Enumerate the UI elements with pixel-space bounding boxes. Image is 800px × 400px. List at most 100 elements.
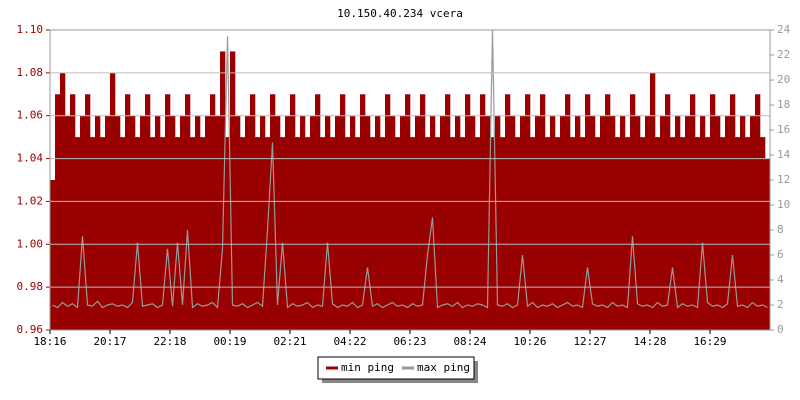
y2-tick-label: 24	[777, 23, 791, 36]
bar	[390, 115, 396, 330]
x-tick-label: 22:18	[153, 335, 186, 348]
bar	[615, 137, 621, 330]
bar	[715, 115, 721, 330]
bar	[585, 94, 591, 331]
bar	[465, 94, 471, 331]
bar	[85, 94, 91, 331]
y-tick-label: 1.06	[17, 109, 44, 122]
bar	[540, 94, 546, 331]
bar	[380, 137, 386, 330]
y2-tick-label: 10	[777, 198, 790, 211]
bar	[450, 137, 456, 330]
bar	[395, 137, 401, 330]
bar	[755, 94, 761, 331]
x-tick-label: 10:26	[513, 335, 546, 348]
legend-label: min ping	[341, 361, 394, 374]
bar	[300, 115, 306, 330]
bar	[530, 137, 536, 330]
bar	[680, 137, 686, 330]
bar	[185, 94, 191, 331]
y-tick-label: 1.02	[17, 194, 44, 207]
bar	[270, 94, 276, 331]
bar	[130, 115, 136, 330]
bar	[480, 94, 486, 331]
bar	[670, 137, 676, 330]
bar	[555, 137, 561, 330]
bar	[260, 115, 266, 330]
bar	[660, 115, 666, 330]
y2-tick-label: 0	[777, 323, 784, 336]
bar	[550, 115, 556, 330]
bar	[445, 94, 451, 331]
x-tick-label: 00:19	[213, 335, 246, 348]
y2-tick-label: 2	[777, 298, 784, 311]
bar	[180, 115, 186, 330]
line	[52, 29, 768, 309]
bar	[630, 94, 636, 331]
bar	[510, 115, 516, 330]
bar	[315, 94, 321, 331]
bar	[90, 137, 96, 330]
bar	[310, 115, 316, 330]
bar	[515, 137, 521, 330]
bar	[700, 115, 706, 330]
bar	[730, 94, 736, 331]
bar	[345, 137, 351, 330]
bar	[495, 115, 501, 330]
bar	[415, 115, 421, 330]
bar	[695, 137, 701, 330]
bar	[95, 115, 101, 330]
y2-tick-label: 16	[777, 123, 790, 136]
bar	[220, 51, 226, 331]
y-tick-label: 0.98	[17, 280, 44, 293]
bar	[435, 137, 441, 330]
bar	[360, 94, 366, 331]
bar	[560, 115, 566, 330]
y2-tick-label: 4	[777, 273, 784, 286]
bar	[440, 115, 446, 330]
bar	[600, 115, 606, 330]
y-tick-label: 1.00	[17, 237, 44, 250]
bar	[120, 137, 126, 330]
bar	[610, 115, 616, 330]
bar	[735, 137, 741, 330]
bar	[620, 115, 626, 330]
bar	[570, 137, 576, 330]
bar	[625, 137, 631, 330]
x-tick-label: 16:29	[693, 335, 726, 348]
x-tick-label: 02:21	[273, 335, 306, 348]
bar	[640, 137, 646, 330]
bar	[240, 137, 246, 330]
legend-box	[317, 356, 475, 380]
bar	[135, 137, 141, 330]
x-tick-label: 12:27	[573, 335, 606, 348]
y2-tick-label: 6	[777, 248, 784, 261]
bar	[470, 115, 476, 330]
bar	[340, 94, 346, 331]
bar	[245, 115, 251, 330]
bar	[520, 115, 526, 330]
bar	[475, 137, 481, 330]
bar	[525, 94, 531, 331]
y2-tick-label: 12	[777, 173, 790, 186]
bar	[75, 137, 81, 330]
bar	[210, 94, 216, 331]
bar	[140, 115, 146, 330]
bar	[195, 115, 201, 330]
bar	[200, 137, 206, 330]
bar	[405, 94, 411, 331]
bar	[385, 94, 391, 331]
bar	[485, 115, 491, 330]
bar	[280, 137, 286, 330]
bar	[635, 115, 641, 330]
bar	[70, 94, 76, 331]
bar	[165, 94, 171, 331]
bar	[685, 115, 691, 330]
bar	[55, 94, 61, 331]
bar	[290, 94, 296, 331]
bar	[655, 137, 661, 330]
bar	[410, 137, 416, 330]
bar	[545, 137, 551, 330]
bar	[760, 137, 766, 330]
bar	[155, 115, 161, 330]
